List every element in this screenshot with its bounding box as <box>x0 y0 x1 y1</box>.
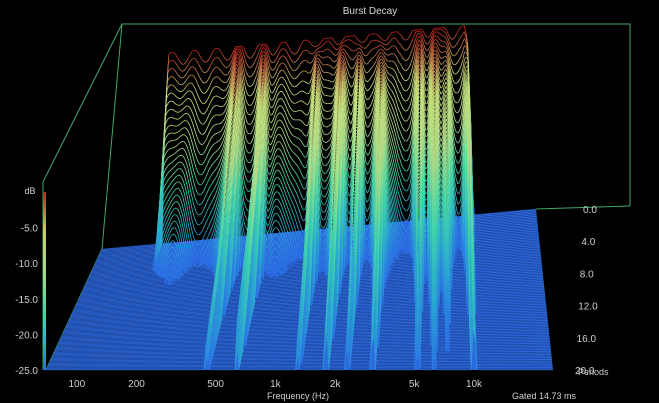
z-tick-label: 20.0 <box>575 366 595 377</box>
y-tick-label: -5.0 <box>21 224 39 235</box>
z-tick-label: 8.0 <box>580 269 594 280</box>
frame-top-left-edge <box>42 23 123 183</box>
z-tick-label: 12.0 <box>578 302 598 313</box>
chart-title: Burst Decay <box>343 6 397 17</box>
x-tick-label: 2k <box>330 379 342 390</box>
tick-labels: 100 200 500 1k 2k 5k 10k -5.0 -10.0 -15.0 -20.0 -25… <box>15 205 598 390</box>
y-axis-label: dB <box>24 186 35 196</box>
x-tick-label: 5k <box>409 379 421 390</box>
y-tick-label: -10.0 <box>15 259 38 270</box>
decay-traces <box>46 25 553 371</box>
x-tick-label: 10k <box>466 379 483 390</box>
z-tick-label: 16.0 <box>577 334 597 345</box>
frame-back-wall <box>101 23 631 250</box>
x-tick-label: 100 <box>68 379 85 390</box>
x-tick-label: 200 <box>128 379 145 390</box>
frame-floor-right-edge <box>535 205 631 210</box>
color-scale-bar <box>43 192 46 370</box>
decay-slice <box>46 321 553 371</box>
y-tick-label: -20.0 <box>15 330 38 341</box>
y-tick-label: -15.0 <box>15 295 38 306</box>
z-tick-label: 0.0 <box>583 205 597 216</box>
z-axis-label: Periods <box>578 367 609 377</box>
y-tick-label: -25.0 <box>15 366 38 377</box>
gated-label: Gated 14.73 ms <box>512 391 577 401</box>
x-tick-label: 1k <box>270 379 282 390</box>
x-tick-label: 500 <box>207 379 224 390</box>
color-scale-gradient <box>43 192 46 370</box>
z-tick-label: 4.0 <box>581 237 595 248</box>
x-axis-label: Frequency (Hz) <box>267 391 329 401</box>
